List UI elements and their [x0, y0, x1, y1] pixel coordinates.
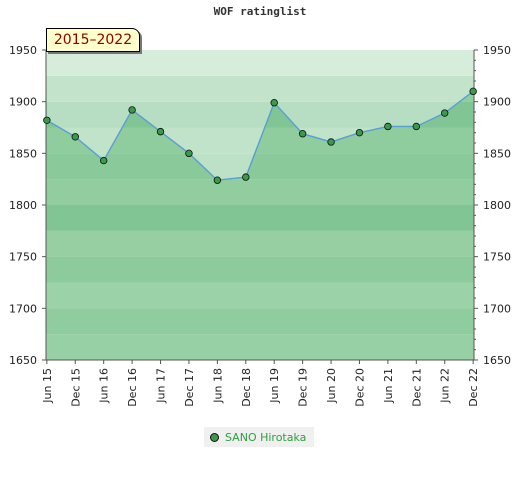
series-line: [46, 90, 474, 181]
x-tick-label: Jun 22: [439, 368, 452, 404]
data-point: [185, 149, 193, 158]
y-tick-label-left: 1900: [9, 96, 37, 109]
data-point: [99, 156, 108, 165]
x-tick-label: Jun 17: [155, 368, 168, 404]
y-tick-label-right: 1900: [483, 96, 511, 109]
right-y-axis: 1650 1700 1750 1800 1850 1900 1950: [474, 44, 511, 367]
x-tick-label: Jun 19: [268, 368, 281, 404]
y-tick-label-right: 1750: [483, 251, 511, 264]
band: [46, 308, 474, 335]
data-point: [242, 173, 250, 181]
y-tick-label-left: 1750: [9, 251, 37, 264]
x-tick-label: Dec 15: [69, 368, 82, 407]
period-label: 2015–2022: [46, 28, 140, 52]
band: [46, 230, 474, 257]
data-point: [43, 116, 51, 124]
y-tick-label-left: 1650: [9, 354, 37, 367]
y-tick-label-right: 1850: [483, 147, 511, 160]
band: [46, 205, 474, 231]
area-below-line: [46, 91, 474, 360]
legend[interactable]: SANO Hirotaka: [204, 427, 315, 447]
data-point: [384, 122, 392, 131]
rating-line: [46, 90, 474, 181]
chart-title: WOF ratinglist: [213, 5, 307, 18]
rating-area: [46, 50, 474, 360]
x-axis: Jun 15 Dec 15 Jun 16 Dec 16 Jun 17 Dec 17 Jun …: [41, 360, 480, 407]
data-point: [298, 129, 307, 138]
band: [46, 334, 474, 360]
band: [46, 75, 474, 102]
left-y-axis: 1650 1700 1750 1800 1850 1900 1950: [9, 44, 46, 367]
rating-points: [43, 87, 477, 184]
data-point: [71, 133, 79, 141]
data-point: [213, 176, 222, 184]
y-tick-label-right: 1650: [483, 354, 511, 367]
data-point: [441, 109, 449, 117]
y-tick-label-left: 1850: [9, 147, 37, 160]
data-point: [355, 128, 364, 137]
x-tick-label: Jun 16: [98, 368, 111, 404]
y-tick-label-right: 1800: [483, 199, 511, 212]
band: [46, 101, 474, 128]
x-tick-label: Dec 22: [467, 368, 480, 407]
data-point: [412, 122, 421, 131]
x-tick-label: Jun 20: [325, 368, 338, 404]
y-tick-label-left: 1950: [9, 44, 37, 57]
x-tick-label: Jun 18: [211, 368, 224, 404]
data-point: [327, 138, 335, 146]
x-tick-label: Dec 21: [410, 368, 423, 407]
background-bands: [46, 50, 474, 360]
x-tick-label: Dec 18: [240, 368, 253, 407]
y-tick-label-right: 1950: [483, 44, 511, 57]
band: [46, 179, 474, 205]
band: [46, 256, 474, 283]
x-tick-label: Dec 20: [353, 368, 366, 407]
x-tick-label: Dec 17: [183, 368, 196, 407]
data-point: [156, 127, 165, 136]
data-point: [469, 87, 477, 96]
x-tick-label: Dec 16: [126, 368, 139, 407]
y-tick-label-right: 1700: [483, 302, 511, 315]
band: [46, 153, 474, 180]
x-tick-label: Jun 21: [382, 368, 395, 404]
legend-marker-icon: [210, 432, 219, 442]
y-tick-label-left: 1700: [9, 302, 37, 315]
data-point: [270, 98, 278, 107]
band: [46, 50, 474, 76]
x-tick-label: Jun 15: [41, 368, 54, 404]
area-above-line: [46, 50, 474, 181]
legend-label: SANO Hirotaka: [225, 430, 307, 444]
band: [46, 282, 474, 309]
y-tick-label-left: 1800: [9, 199, 37, 212]
data-point: [128, 106, 136, 114]
x-tick-label: Dec 19: [297, 368, 310, 407]
